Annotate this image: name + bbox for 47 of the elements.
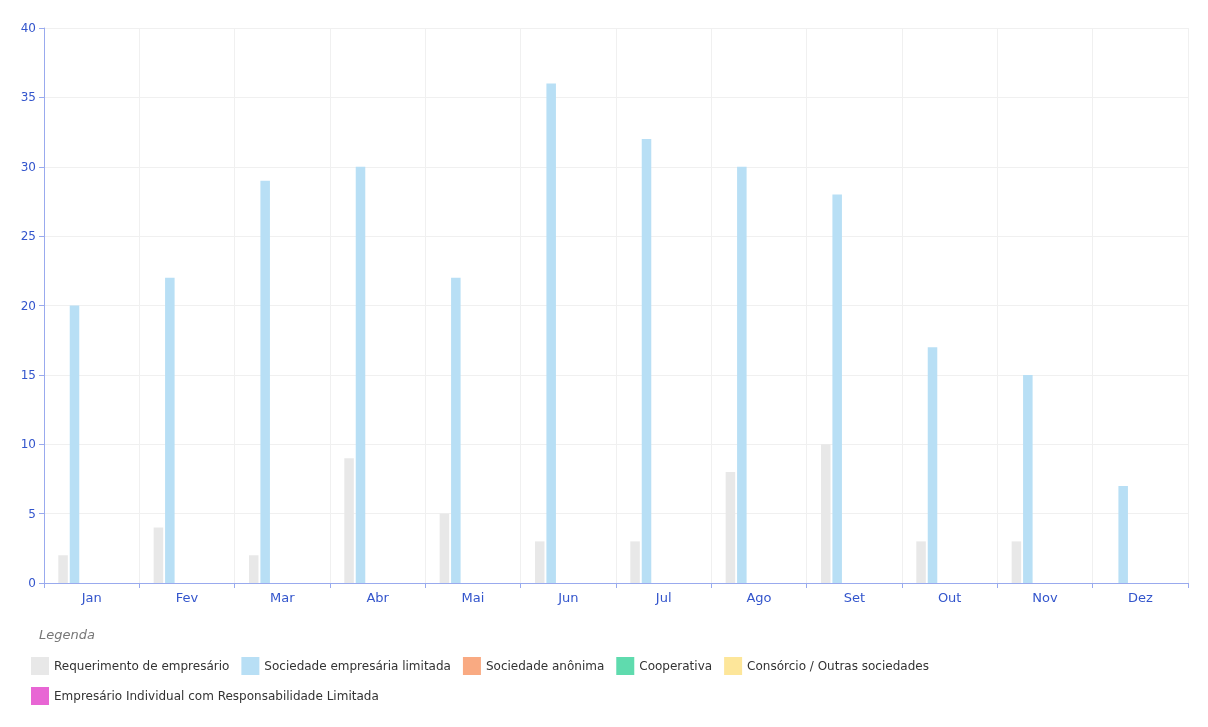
bar bbox=[58, 555, 68, 583]
bar bbox=[641, 139, 652, 583]
legend-label: Requerimento de empresário bbox=[54, 659, 230, 673]
y-tick-label: 20 bbox=[20, 298, 36, 313]
bar bbox=[534, 541, 545, 583]
x-tick-label: Jan bbox=[80, 590, 102, 605]
bar bbox=[165, 277, 175, 583]
legend-label: Sociedade anônima bbox=[485, 659, 605, 673]
bar bbox=[248, 555, 259, 583]
bar bbox=[355, 166, 366, 583]
bar bbox=[737, 166, 747, 583]
legend-label: Cooperativa bbox=[639, 659, 713, 673]
bar bbox=[630, 541, 640, 583]
bar bbox=[1011, 541, 1022, 583]
legend-label: Consórcio / Outras sociedades bbox=[747, 659, 929, 673]
x-tick-label: Dez bbox=[1127, 590, 1153, 605]
x-tick-label: Jul bbox=[654, 590, 672, 605]
y-tick-label: 10 bbox=[20, 437, 36, 452]
bar bbox=[153, 527, 164, 583]
y-tick-label: 35 bbox=[20, 90, 36, 105]
x-tick-label: Ago bbox=[746, 590, 772, 605]
y-tick-label: 5 bbox=[28, 506, 36, 521]
x-tick-label: Jun bbox=[557, 590, 579, 605]
legend-label: Sociedade empresária limitada bbox=[264, 659, 451, 673]
y-tick-label: 25 bbox=[20, 229, 36, 244]
y-tick-label: 30 bbox=[20, 159, 36, 174]
bar bbox=[1118, 485, 1128, 583]
x-tick-label: Set bbox=[843, 590, 866, 605]
bar bbox=[1023, 374, 1033, 583]
bar bbox=[451, 277, 461, 583]
x-tick-label: Fev bbox=[175, 590, 199, 605]
bar bbox=[69, 305, 80, 583]
y-tick-label: 40 bbox=[20, 21, 36, 35]
bar bbox=[832, 194, 842, 583]
bar bbox=[260, 180, 270, 583]
x-tick-label: Abr bbox=[366, 590, 390, 605]
bar bbox=[916, 541, 926, 583]
x-tick-label: Out bbox=[937, 590, 962, 605]
x-tick-label: Mar bbox=[270, 590, 296, 605]
y-tick-label: 15 bbox=[20, 367, 36, 382]
x-tick-label: Mai bbox=[461, 590, 485, 605]
x-tick-label: Nov bbox=[1032, 590, 1058, 605]
legend-label: Empresário Individual com Responsabilidade Limitada bbox=[54, 689, 379, 703]
legend-title: Legenda bbox=[39, 627, 95, 642]
bar bbox=[927, 347, 938, 583]
y-tick-label: 0 bbox=[28, 576, 36, 590]
bar bbox=[546, 83, 556, 583]
